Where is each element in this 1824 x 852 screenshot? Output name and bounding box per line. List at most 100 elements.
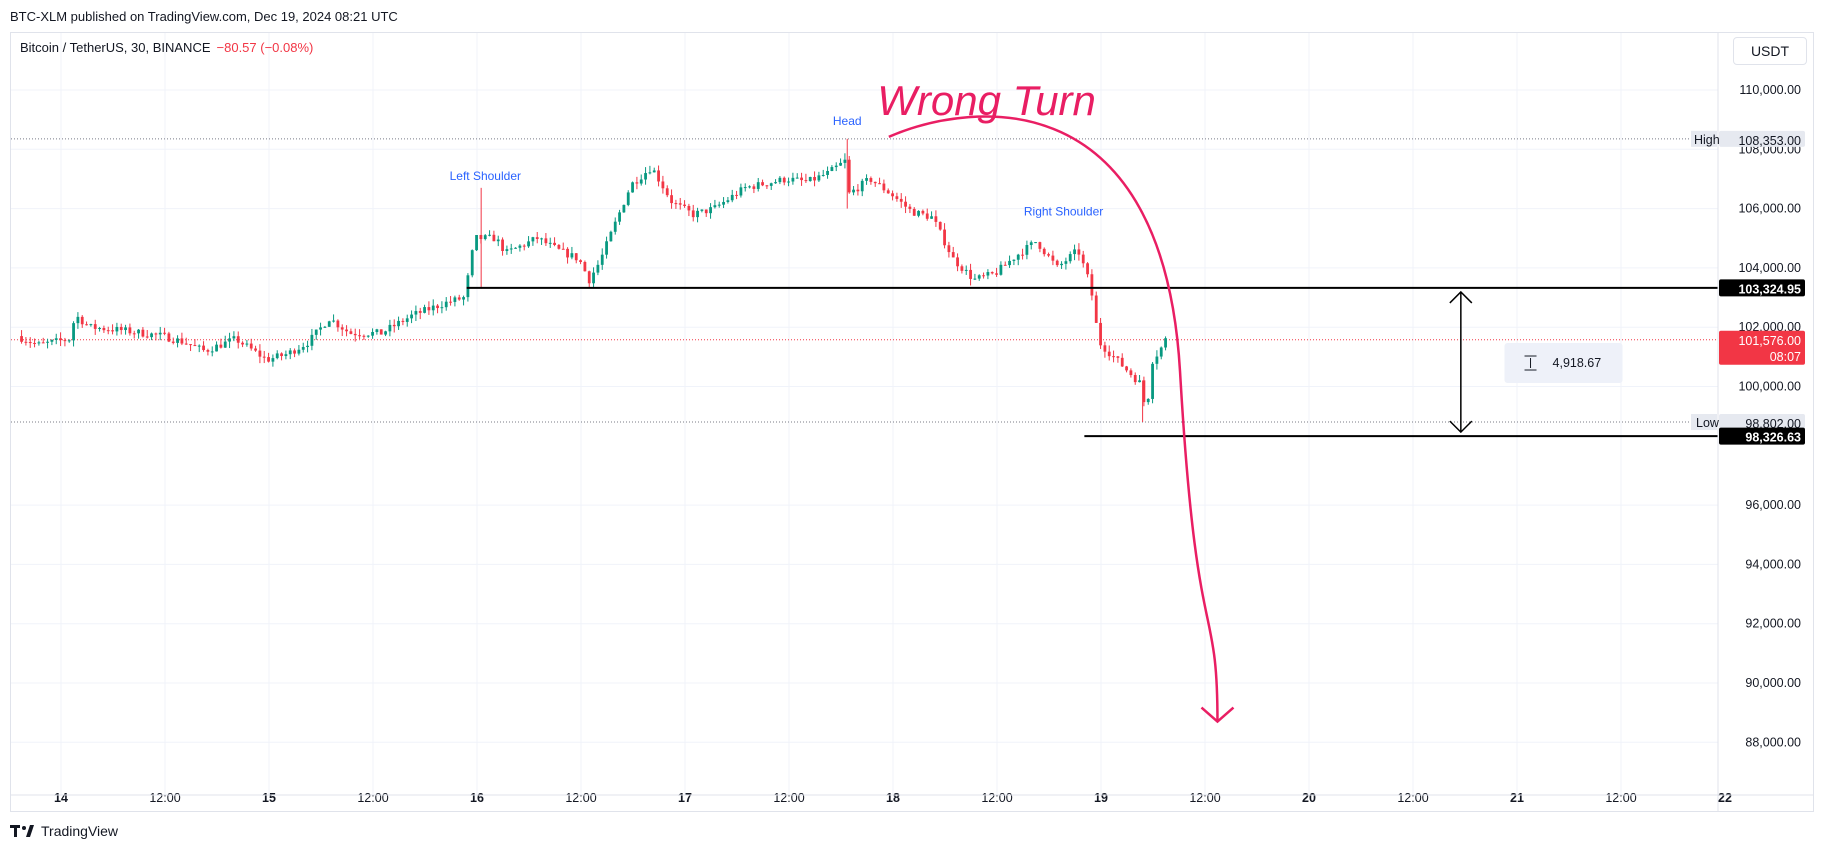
candle: [886, 188, 890, 194]
candle-body: [189, 344, 192, 346]
candle-body: [496, 239, 500, 242]
candle-body: [462, 297, 465, 300]
candle-body: [1034, 242, 1037, 244]
candle: [405, 314, 409, 327]
candle-body: [878, 183, 881, 185]
candle: [128, 323, 132, 336]
candle-body: [574, 253, 578, 261]
candle-body: [20, 336, 23, 342]
candle: [852, 185, 855, 196]
candle: [67, 339, 71, 343]
candle: [583, 260, 587, 272]
candle: [271, 354, 275, 367]
candle: [878, 177, 881, 185]
candle-body: [150, 333, 153, 338]
candle-body: [982, 275, 985, 277]
candle: [323, 325, 327, 328]
candle-body: [388, 324, 392, 332]
candle: [648, 165, 652, 175]
candle: [652, 167, 656, 173]
candle-body: [171, 341, 175, 343]
candle: [574, 252, 578, 264]
x-tick-label: 20: [1302, 791, 1316, 805]
candle: [1047, 252, 1050, 258]
candle-body: [739, 187, 743, 196]
candle-body: [137, 329, 140, 334]
candle-body: [202, 345, 205, 351]
candle-body: [184, 343, 188, 345]
candle-body: [817, 175, 821, 181]
candle: [986, 269, 990, 280]
currency-button[interactable]: USDT: [1733, 37, 1807, 65]
grid-lines: [11, 33, 1718, 795]
candle: [254, 345, 257, 352]
candle-body: [1029, 242, 1033, 246]
candle: [28, 337, 32, 348]
x-tick-label: 12:00: [981, 791, 1012, 805]
candle-body: [111, 330, 114, 332]
measure-range-icon: [1524, 355, 1537, 371]
candle-body: [782, 177, 786, 183]
candle: [362, 334, 366, 340]
candle-body: [115, 326, 119, 332]
candle-body: [132, 333, 136, 335]
candle: [665, 185, 669, 198]
candle: [938, 221, 942, 231]
candle: [644, 167, 647, 185]
last-price-tag-text: 101,576.00: [1738, 334, 1801, 348]
candle: [1021, 248, 1024, 260]
candle-body: [856, 189, 860, 192]
candle-body: [1129, 370, 1133, 376]
candle: [1129, 368, 1133, 378]
candle-body: [163, 332, 166, 334]
x-tick-label: 12:00: [565, 791, 596, 805]
level-lower-tag-bg: [1719, 427, 1805, 445]
candle-body: [488, 234, 491, 236]
candle: [154, 332, 158, 341]
candle: [189, 344, 192, 352]
candle-body: [46, 341, 49, 343]
candle-body: [232, 336, 236, 339]
candle: [63, 337, 67, 347]
candle: [1155, 350, 1159, 370]
candle: [414, 305, 418, 322]
candle: [947, 241, 951, 258]
candle-body: [600, 254, 604, 265]
candle: [1051, 250, 1055, 266]
candle-body: [293, 350, 296, 354]
candle-body: [431, 305, 435, 311]
candle-body: [1142, 380, 1146, 403]
candle-body: [843, 159, 847, 163]
candle: [193, 339, 197, 347]
candle: [436, 304, 439, 314]
candle-body: [553, 242, 556, 245]
candle-body: [271, 358, 275, 362]
candle-body: [89, 324, 93, 326]
tradingview-brand[interactable]: TradingView: [10, 823, 118, 839]
candle-body: [275, 353, 279, 359]
candle-body: [492, 234, 496, 242]
candle-body: [605, 241, 608, 255]
candle-body: [735, 194, 738, 196]
candle: [553, 237, 556, 247]
candle: [54, 333, 58, 345]
candle: [709, 203, 712, 219]
candle-body: [579, 260, 582, 263]
candle-body: [59, 338, 62, 341]
candle: [739, 183, 743, 198]
candle-body: [141, 329, 145, 337]
candle-body: [24, 341, 28, 343]
candle-body: [1138, 380, 1141, 383]
candle-body: [501, 239, 504, 252]
candle: [202, 341, 205, 352]
candle-body: [145, 336, 149, 338]
symbol-legend[interactable]: Bitcoin / TetherUS, 30, BINANCE −80.57 (−…: [20, 40, 313, 55]
candle: [570, 246, 574, 260]
candle: [1112, 350, 1115, 363]
candle-body: [1090, 274, 1094, 296]
candle: [717, 201, 721, 208]
high-price-tag-text: 108,353.00: [1738, 134, 1801, 148]
candle-body: [687, 205, 691, 211]
candle-body: [830, 167, 834, 171]
